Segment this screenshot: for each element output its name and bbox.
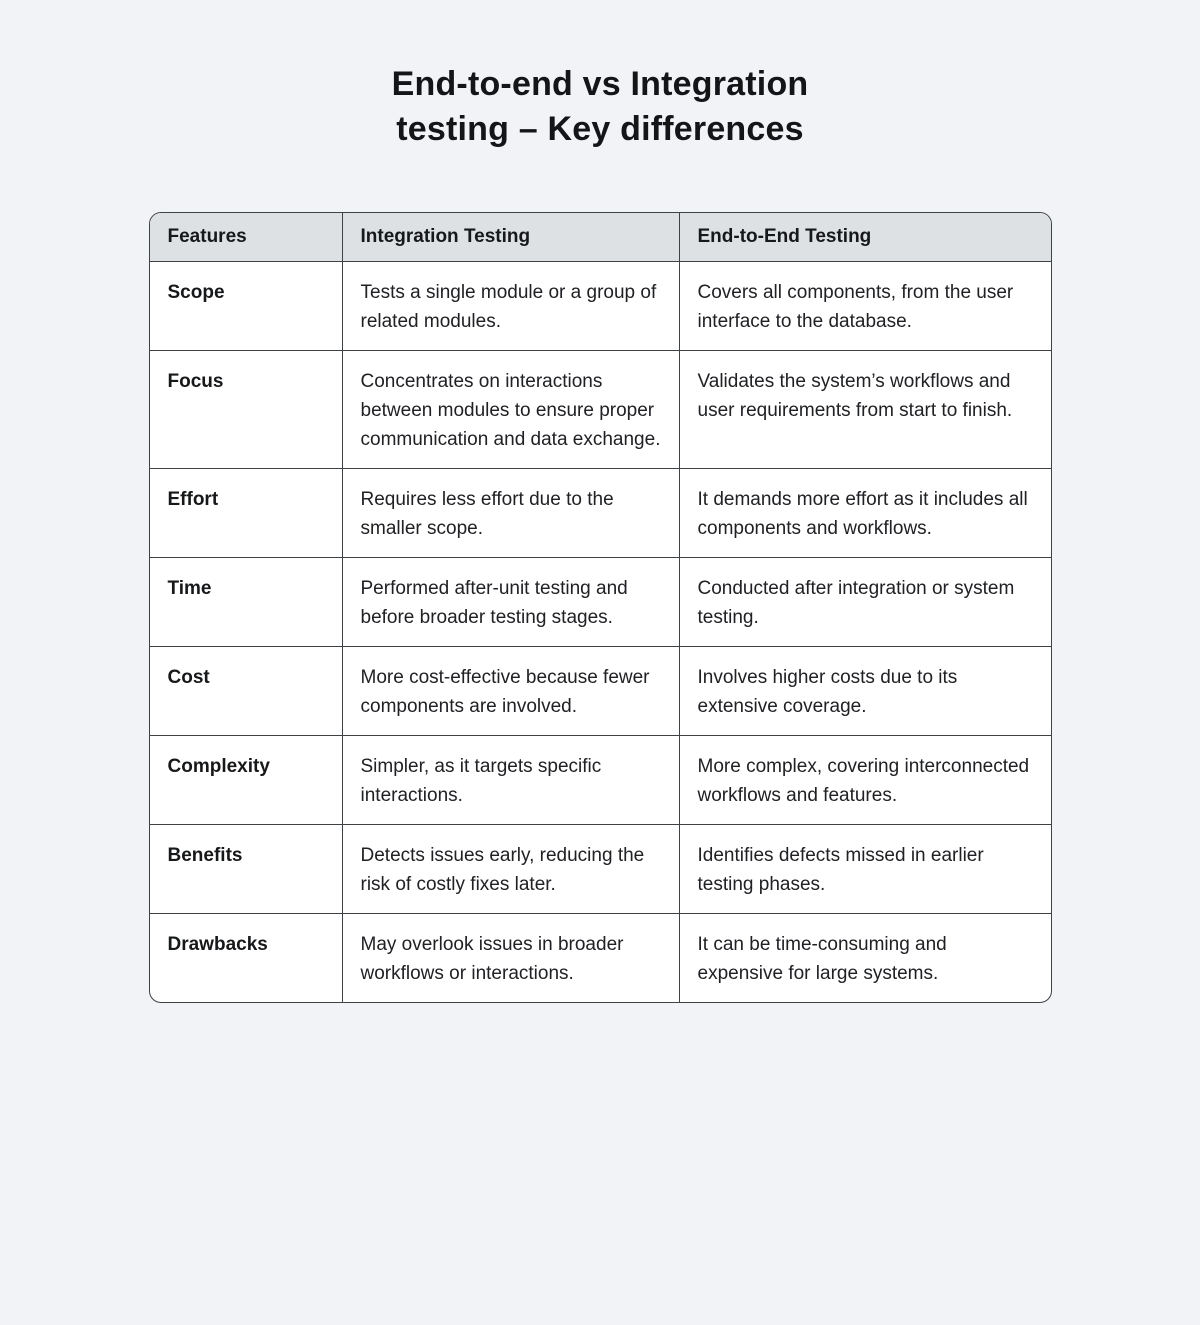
integration-cell-effort: Requires less effort due to the smaller … (342, 469, 680, 558)
integration-cell-focus: Concentrates on interactions between mod… (342, 351, 680, 469)
integration-cell-time: Performed after-unit testing and before … (342, 558, 680, 647)
comparison-table: Features Integration Testing End-to-End … (148, 212, 1052, 1003)
integration-cell-scope: Tests a single module or a group of rela… (342, 262, 680, 351)
e2e-cell-cost: Involves higher costs due to its extensi… (679, 647, 1051, 736)
e2e-cell-focus: Validates the system’s workflows and use… (679, 351, 1051, 469)
integration-cell-drawbacks: May overlook issues in broader workflows… (343, 914, 680, 1002)
e2e-cell-scope: Covers all components, from the user int… (679, 262, 1051, 351)
e2e-cell-effort: It demands more effort as it includes al… (679, 469, 1051, 558)
feature-cell-benefits: Benefits (149, 825, 343, 914)
feature-cell-complexity: Complexity (149, 736, 343, 825)
page-title-line-2: testing – Key differences (396, 110, 804, 148)
e2e-cell-benefits: Identifies defects missed in earlier tes… (679, 825, 1051, 914)
integration-cell-complexity: Simpler, as it targets specific interact… (342, 736, 680, 825)
header-cell-integration-testing: Integration Testing (342, 213, 680, 262)
e2e-cell-complexity: More complex, covering interconnected wo… (679, 736, 1051, 825)
page-title-line-1: End-to-end vs Integration (391, 65, 809, 103)
integration-cell-benefits: Detects issues early, reducing the risk … (342, 825, 680, 914)
header-cell-features: Features (149, 213, 343, 262)
feature-cell-scope: Scope (149, 262, 343, 351)
comparison-table-container: Features Integration Testing End-to-End … (148, 212, 1052, 1003)
feature-cell-effort: Effort (149, 469, 343, 558)
feature-cell-time: Time (149, 558, 343, 647)
page-title: End-to-end vs Integration testing – Key … (0, 62, 1200, 152)
header-cell-end-to-end-testing: End-to-End Testing (679, 213, 1051, 262)
feature-cell-drawbacks: Drawbacks (150, 914, 343, 1002)
feature-cell-focus: Focus (149, 351, 343, 469)
e2e-cell-time: Conducted after integration or system te… (679, 558, 1051, 647)
integration-cell-cost: More cost-effective because fewer compon… (342, 647, 680, 736)
e2e-cell-drawbacks: It can be time-consuming and expensive f… (697, 934, 947, 984)
feature-cell-cost: Cost (149, 647, 343, 736)
